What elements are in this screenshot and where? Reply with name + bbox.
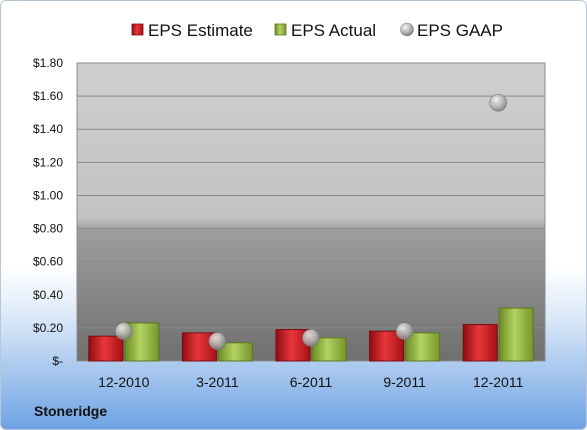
- legend-label: EPS Actual: [291, 21, 376, 40]
- legend-label: EPS Estimate: [148, 21, 253, 40]
- eps-gaap-point: [489, 93, 508, 112]
- eps-gaap-point: [302, 329, 320, 347]
- eps-actual-bar: [405, 332, 441, 362]
- eps-gaap-point: [115, 322, 133, 341]
- legend-label: EPS GAAP: [417, 21, 503, 40]
- company-name: Stoneridge: [34, 403, 108, 419]
- legend: EPS Estimate EPS Actual EPS GAAP: [131, 21, 503, 40]
- eps-actual-bar: [311, 337, 347, 362]
- eps-gaap-point: [208, 332, 227, 350]
- y-tick-label: $0.80: [33, 222, 63, 236]
- x-tick-label: 9-2011: [383, 374, 426, 390]
- y-tick-label: $1.20: [33, 155, 63, 169]
- plot-area: [76, 62, 546, 362]
- y-tick-label: $1.00: [33, 188, 63, 202]
- eps-gaap-legend-marker: [400, 22, 414, 37]
- y-tick-label: $1.40: [33, 122, 63, 136]
- gaap-points: [115, 93, 508, 350]
- eps-actual-bar: [498, 307, 534, 362]
- x-axis: 12-2010 3-2011 6-2011 9-2011 12-2011: [98, 374, 523, 390]
- x-tick-label: 6-2011: [290, 374, 333, 390]
- y-tick-label: $0.20: [33, 321, 63, 335]
- y-tick-label: $-: [52, 354, 63, 368]
- x-tick-label: 12-2011: [473, 374, 524, 390]
- y-axis: $- $0.20 $0.40 $0.60 $0.80 $1.00 $1.20 $1.40 $1.…: [33, 56, 63, 368]
- eps-gaap-point: [395, 322, 414, 341]
- x-tick-label: 3-2011: [196, 374, 239, 390]
- eps-actual-bar: [217, 342, 253, 362]
- eps-actual-legend-marker: [274, 23, 287, 36]
- eps-estimate-bar: [462, 324, 498, 362]
- y-tick-label: $1.80: [33, 56, 63, 70]
- gridlines: [77, 95, 545, 329]
- x-tick-label: 12-2010: [98, 374, 150, 390]
- y-tick-label: $1.60: [33, 89, 63, 103]
- eps-estimate-bar: [88, 335, 124, 362]
- eps-estimate-legend-marker: [131, 23, 144, 36]
- y-tick-label: $0.40: [33, 288, 63, 302]
- y-tick-label: $0.60: [33, 255, 63, 269]
